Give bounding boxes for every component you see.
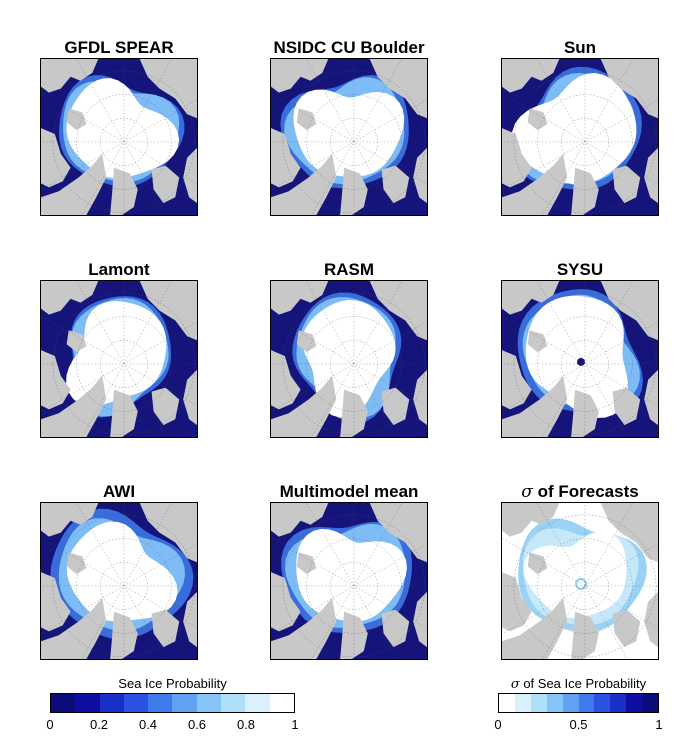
panel-title: Multimodel mean bbox=[279, 482, 419, 501]
sea-ice-map bbox=[40, 502, 198, 660]
panel-title-text: of Forecasts bbox=[532, 482, 639, 501]
panel-title: Lamont bbox=[88, 260, 150, 279]
colorbar-swatch bbox=[221, 694, 246, 712]
colorbar-swatch bbox=[642, 694, 659, 712]
sea-ice-map bbox=[501, 280, 659, 438]
colorbar-tick-label: 1 bbox=[291, 717, 299, 732]
colorbar-swatch bbox=[499, 694, 515, 712]
colorbar-swatch bbox=[123, 694, 149, 712]
panel-title: RASM bbox=[323, 260, 375, 279]
panel-title: AWI bbox=[102, 482, 136, 501]
sea-ice-map bbox=[270, 502, 428, 660]
colorbar-tick-label: 0.5 bbox=[569, 717, 588, 732]
colorbar-swatch bbox=[626, 694, 643, 712]
panel-title: Sun bbox=[563, 38, 597, 57]
panel-title: σ of Forecasts bbox=[471, 482, 689, 502]
colorbar-swatch bbox=[172, 694, 197, 712]
colorbar-swatch bbox=[245, 694, 270, 712]
colorbar-swatch bbox=[148, 694, 173, 712]
sea-ice-map bbox=[501, 58, 659, 216]
colorbar-sigma-label-text: of Sea Ice Probability bbox=[519, 676, 647, 691]
colorbar-tick-label: 0.4 bbox=[138, 717, 158, 732]
colorbar-sigma-label: σ of Sea Ice Probability bbox=[498, 676, 659, 692]
colorbar-swatch bbox=[196, 694, 222, 712]
sea-ice-map bbox=[270, 280, 428, 438]
panel-title: SYSU bbox=[556, 260, 604, 279]
colorbar-swatch bbox=[546, 694, 563, 712]
colorbar-swatch bbox=[562, 694, 579, 712]
colorbar-tick-label: 0 bbox=[494, 717, 502, 732]
colorbar-tick-label: 0.6 bbox=[187, 717, 207, 732]
sigma-symbol: σ bbox=[521, 482, 533, 502]
colorbar-tick-label: 0 bbox=[46, 717, 54, 732]
colorbar-tick-label: 0.8 bbox=[236, 717, 256, 732]
colorbar-swatch bbox=[51, 694, 76, 712]
colorbar-swatch bbox=[514, 694, 531, 712]
colorbar-swatch bbox=[269, 694, 294, 712]
sigma-symbol: σ bbox=[510, 677, 520, 692]
panel-title: NSIDC CU Boulder bbox=[273, 38, 425, 57]
sigma-map bbox=[501, 502, 659, 660]
colorbar-swatch bbox=[594, 694, 611, 712]
colorbar-swatch bbox=[75, 694, 100, 712]
colorbar-probability bbox=[50, 693, 295, 713]
colorbar-tick-label: 0.2 bbox=[89, 717, 109, 732]
colorbar-swatch bbox=[578, 694, 595, 712]
sea-ice-map bbox=[40, 280, 198, 438]
panel-title: GFDL SPEAR bbox=[64, 38, 174, 57]
sea-ice-map bbox=[270, 58, 428, 216]
colorbar-sigma bbox=[498, 693, 659, 713]
colorbar-swatch bbox=[610, 694, 627, 712]
sea-ice-map bbox=[40, 58, 198, 216]
colorbar-tick-label: 1 bbox=[655, 717, 663, 732]
colorbar-swatch bbox=[99, 694, 124, 712]
colorbar-probability-label: Sea Ice Probability bbox=[118, 676, 227, 691]
colorbar-swatch bbox=[530, 694, 547, 712]
